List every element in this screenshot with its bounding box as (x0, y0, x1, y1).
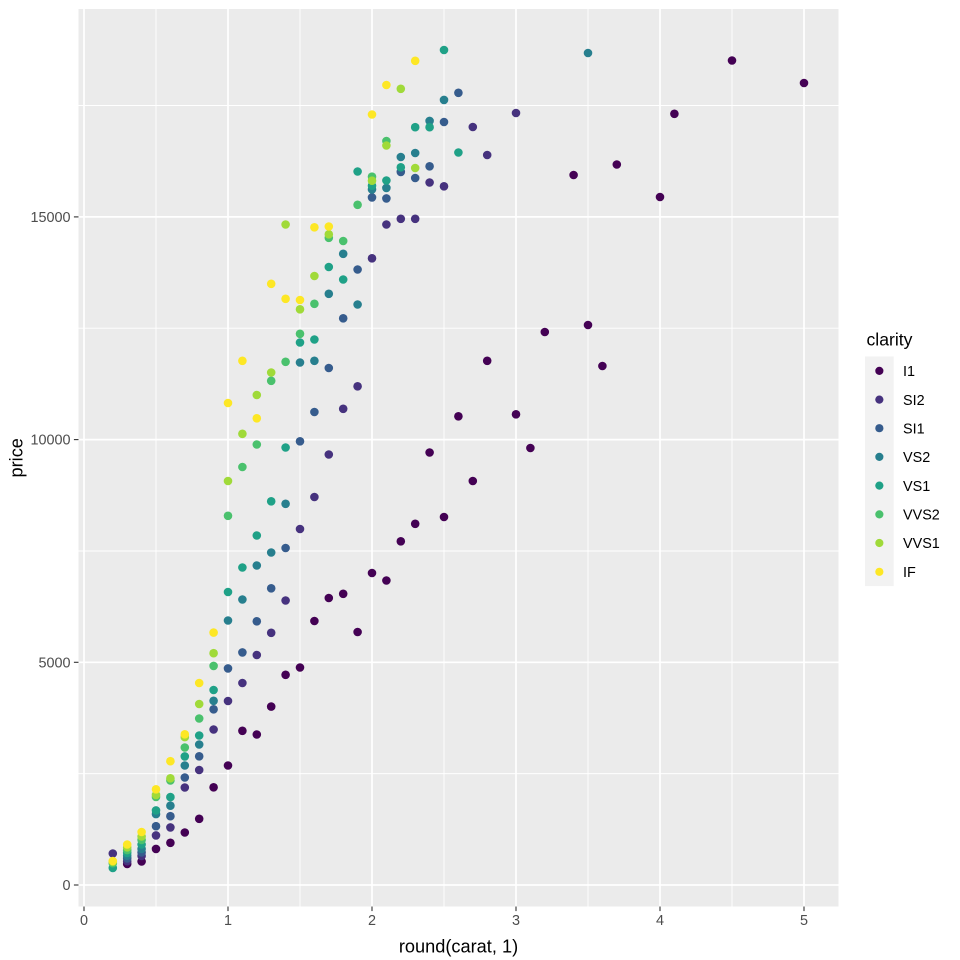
svg-text:2: 2 (368, 913, 376, 929)
svg-text:0: 0 (62, 878, 70, 894)
svg-text:SI1: SI1 (903, 421, 925, 437)
svg-text:SI2: SI2 (903, 393, 925, 409)
svg-text:VVS1: VVS1 (903, 536, 940, 552)
svg-text:IF: IF (903, 565, 916, 581)
svg-text:0: 0 (80, 913, 88, 929)
svg-text:4: 4 (656, 913, 664, 929)
svg-text:round(carat, 1): round(carat, 1) (399, 937, 518, 957)
svg-text:10000: 10000 (30, 433, 70, 449)
svg-text:VVS2: VVS2 (903, 508, 940, 524)
svg-text:price: price (6, 438, 26, 477)
svg-text:1: 1 (224, 913, 232, 929)
svg-text:15000: 15000 (30, 210, 70, 226)
svg-text:VS2: VS2 (903, 450, 930, 466)
svg-text:VS1: VS1 (903, 479, 930, 495)
svg-text:I1: I1 (903, 364, 915, 380)
svg-text:5: 5 (800, 913, 808, 929)
svg-text:clarity: clarity (867, 330, 913, 350)
svg-text:3: 3 (512, 913, 520, 929)
svg-text:5000: 5000 (38, 655, 70, 671)
